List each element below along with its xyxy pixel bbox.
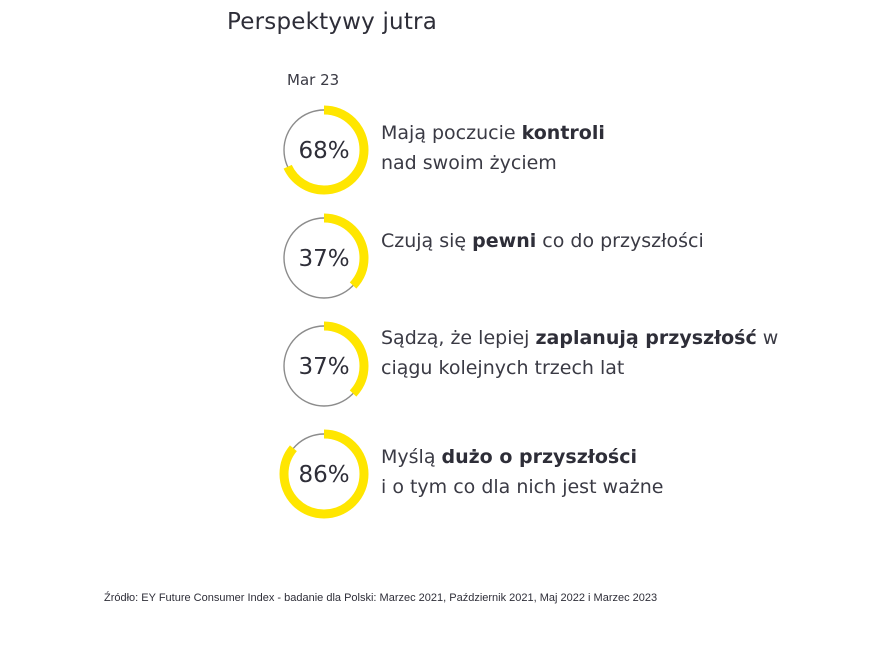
stat-text-emphasis: kontroli (521, 122, 605, 144)
stat-text-part: w ciągu kolejnych trzech lat (381, 327, 779, 379)
donut-ring-svg: 86% (279, 429, 369, 519)
ring-arc (279, 321, 369, 411)
donut-ring: 68% (278, 104, 370, 196)
stat-row-planning: 37% Sądzą, że lepiej zaplanują przyszłoś… (278, 320, 838, 416)
stat-text-part: i o tym co dla nich jest ważne (381, 476, 664, 498)
stat-text-part: Mają poczucie (381, 122, 522, 144)
donut-ring: 37% (278, 320, 370, 412)
stat-description: Czują się pewni co do przyszłości (381, 226, 821, 256)
ring-value-label: 86% (298, 462, 349, 488)
chart-title: Perspektywy jutra (227, 9, 438, 35)
stat-row-control: 68% Mają poczucie kontroli nad swoim życ… (278, 104, 838, 200)
stat-text-emphasis: zaplanują przyszłość (535, 327, 757, 349)
ring-arc (279, 213, 369, 303)
stat-text-emphasis: dużo o przyszłości (441, 446, 638, 468)
stat-description: Myślą dużo o przyszłości i o tym co dla … (381, 442, 821, 502)
donut-ring-svg: 37% (279, 321, 369, 411)
donut-ring-svg: 68% (279, 105, 369, 195)
ring-value-label: 37% (298, 246, 349, 272)
stat-text-part: Sądzą, że lepiej (381, 327, 536, 349)
stat-description: Mają poczucie kontroli nad swoim życiem (381, 118, 821, 178)
donut-ring: 86% (278, 428, 370, 520)
stat-description: Sądzą, że lepiej zaplanują przyszłość w … (381, 323, 821, 383)
donut-ring: 37% (278, 212, 370, 304)
stat-text-part: nad swoim życiem (381, 152, 557, 174)
stat-row-confidence: 37% Czują się pewni co do przyszłości (278, 212, 838, 308)
ring-value-label: 37% (298, 354, 349, 380)
ring-arc (279, 105, 369, 195)
ring-arc (279, 429, 369, 519)
stat-text-part: Czują się (381, 230, 473, 252)
stat-text-part: co do przyszłości (536, 230, 704, 252)
source-note: Źródło: EY Future Consumer Index - badan… (104, 592, 658, 604)
stat-row-future-thinking: 86% Myślą dużo o przyszłości i o tym co … (278, 428, 838, 524)
stat-text-part: Myślą (381, 446, 442, 468)
ring-value-label: 68% (298, 138, 349, 164)
stat-text-emphasis: pewni (472, 230, 537, 252)
period-label: Mar 23 (287, 71, 340, 89)
donut-ring-svg: 37% (279, 213, 369, 303)
